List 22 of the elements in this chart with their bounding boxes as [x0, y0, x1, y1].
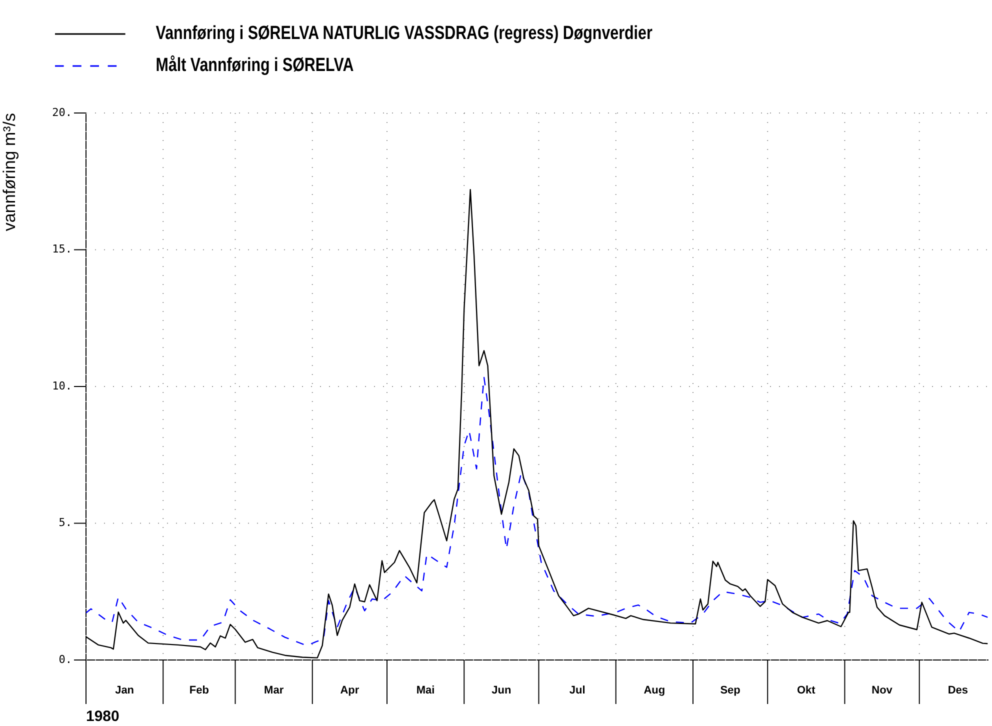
legend-label: Vannføring i SØRELVA NATURLIG VASSDRAG (regress) Døgnverdier — [156, 23, 652, 45]
y-tick-label: 0. — [58, 652, 72, 666]
y-tick-label: 5. — [58, 516, 72, 530]
y-tick-label: 15. — [52, 242, 72, 256]
x-tick-label: Jun — [492, 684, 512, 697]
y-tick-label: 10. — [52, 379, 72, 392]
x-tick-label: Okt — [796, 684, 816, 697]
x-tick-label: Mar — [264, 684, 284, 697]
y-axis-title: vannføring m³/s — [0, 113, 19, 232]
x-tick-label: Sep — [720, 684, 741, 697]
x-tick-label: Des — [948, 684, 968, 697]
x-tick-label: Apr — [340, 684, 360, 697]
x-tick-label: Jul — [569, 684, 586, 697]
x-tick-label: Aug — [644, 684, 666, 697]
x-axis-title: 1980 — [86, 708, 120, 726]
x-tick-label: Jan — [115, 684, 134, 697]
x-tick-label: Mai — [416, 684, 435, 697]
x-tick-label: Feb — [189, 684, 210, 697]
y-tick-label: 20. — [52, 106, 72, 119]
x-tick-label: Nov — [872, 684, 894, 697]
legend-label: Målt Vannføring i SØRELVA — [156, 55, 354, 77]
line-series — [86, 376, 988, 646]
